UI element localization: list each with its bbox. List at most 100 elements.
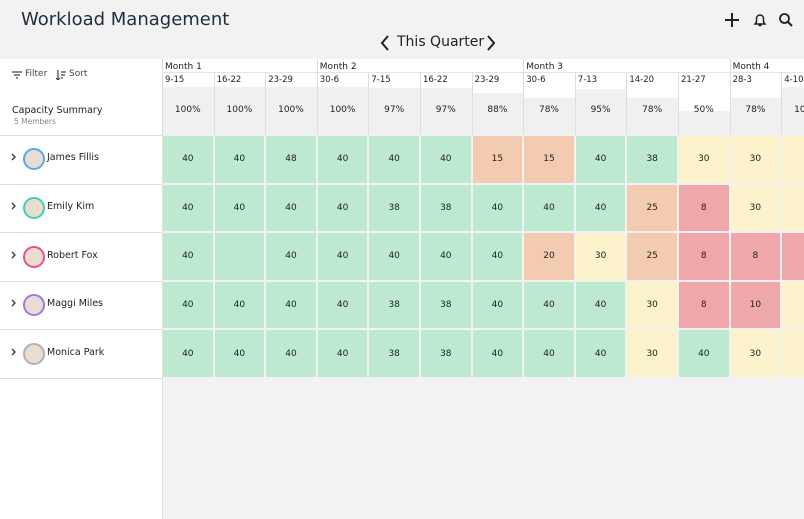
week-label: 30-6 [526, 75, 546, 85]
capacity-bar [627, 97, 678, 135]
expand-toggle[interactable] [11, 298, 17, 311]
week-label: 7-15 [371, 75, 391, 85]
week-header [729, 73, 782, 87]
week-header [626, 73, 678, 87]
avatar [23, 342, 45, 365]
hours-cell: 38 [421, 184, 471, 232]
hours-cell: 40 [163, 330, 213, 377]
capacity-bar [679, 111, 730, 135]
hours-cell: 15 [524, 136, 574, 183]
capacity-bar [524, 97, 575, 135]
week-label: 23-29 [268, 75, 293, 85]
avatar [23, 294, 45, 317]
sort-icon [56, 70, 66, 80]
capacity-label: 50% [693, 105, 714, 115]
hours-cell: 40 [472, 330, 523, 377]
hours-cell: 38 [369, 184, 419, 232]
hours-cell: 40 [575, 281, 626, 329]
hours-cell: 40 [317, 281, 368, 329]
hours-cell: 30 [627, 330, 677, 377]
row-divider [0, 135, 162, 136]
member-name: Monica Park [47, 346, 105, 358]
hours-cell: 40 [575, 184, 626, 232]
hours-cell [214, 233, 265, 280]
search-button[interactable] [778, 12, 794, 28]
week-label: 7-13 [577, 75, 598, 85]
hours-cell [782, 184, 804, 232]
expand-toggle[interactable] [11, 347, 17, 360]
capacity-bar [421, 88, 472, 135]
capacity-bar [317, 87, 369, 135]
month-label: Month 3 [526, 62, 563, 72]
hours-cell: 40 [214, 281, 265, 329]
next-period[interactable] [484, 34, 498, 52]
week-header [420, 73, 472, 87]
capacity-label: 78% [538, 105, 559, 115]
sort-button[interactable]: Sort [69, 69, 88, 79]
week-label: 14-20 [629, 75, 655, 85]
hours-cell: 40 [163, 233, 213, 280]
month-label: Month 1 [165, 62, 202, 72]
filter-button[interactable]: Filter [25, 69, 48, 79]
capacity-bar [163, 87, 214, 135]
hours-cell: 25 [627, 233, 677, 280]
capacity-label: 100% [226, 105, 253, 115]
hours-cell: 40 [317, 330, 368, 377]
week-label: 23-29 [474, 75, 500, 85]
month-label: Month 4 [732, 62, 770, 72]
hours-cell: 30 [679, 136, 729, 183]
hours-cell: 40 [369, 233, 419, 280]
hours-cell: 40 [472, 233, 523, 280]
member-name: Maggi Miles [47, 298, 104, 310]
capacity-label: 100% [329, 105, 356, 115]
prev-period[interactable] [378, 34, 392, 52]
expand-toggle[interactable] [11, 152, 17, 165]
hours-cell: 40 [163, 281, 213, 329]
capacity-bar [472, 92, 524, 135]
period-label: This Quarter [397, 34, 485, 50]
week-header [213, 73, 266, 87]
hours-cell: 40 [472, 281, 523, 329]
month-header [729, 59, 804, 73]
member-name: James Fillis [47, 152, 99, 164]
avatar [23, 196, 45, 219]
month-header [316, 59, 524, 73]
week-header [162, 73, 214, 87]
hours-cell: 8 [679, 281, 729, 329]
capacity-label: 95% [590, 105, 611, 115]
hours-cell: 40 [317, 233, 368, 280]
hours-cell: 30 [730, 330, 781, 377]
hours-cell: 40 [369, 136, 419, 183]
hours-cell: 40 [214, 184, 265, 232]
hours-cell: 38 [369, 281, 419, 329]
row-divider [0, 232, 162, 234]
week-header [316, 73, 369, 87]
hours-cell: 38 [421, 330, 471, 377]
hours-cell [782, 330, 804, 377]
add-button[interactable] [724, 12, 740, 28]
hours-cell: 8 [730, 233, 781, 280]
capacity-label: 88% [487, 105, 508, 115]
hours-cell: 20 [524, 233, 574, 280]
expand-toggle[interactable] [11, 201, 17, 214]
week-label: 16-22 [423, 75, 448, 85]
expand-toggle[interactable] [11, 250, 17, 263]
member-name: Robert Fox [47, 249, 98, 261]
hours-cell: 40 [575, 136, 626, 183]
hours-cell: 40 [317, 184, 368, 232]
hours-cell: 40 [524, 184, 574, 232]
row-divider [0, 329, 162, 331]
week-header [368, 73, 420, 87]
month-label: Month 2 [319, 62, 357, 72]
capacity-bar [575, 89, 627, 135]
hours-cell: 40 [524, 330, 574, 377]
hours-cell: 40 [266, 233, 316, 280]
avatar [23, 245, 45, 268]
capacity-subtitle: 5 Members [14, 117, 56, 126]
capacity-bar [214, 87, 266, 135]
member-name: Emily Kim [47, 200, 95, 212]
notifications-button[interactable] [752, 12, 768, 28]
hours-cell: 38 [421, 281, 471, 329]
